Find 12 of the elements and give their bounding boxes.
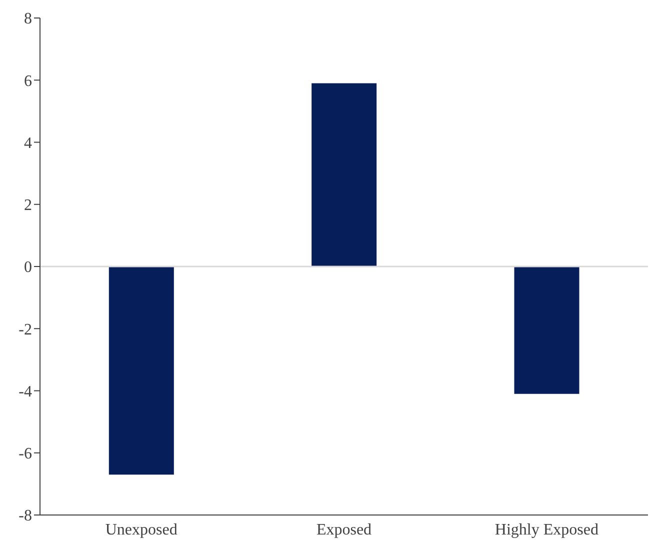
- y-tick-label: 2: [24, 197, 32, 214]
- y-tick-label: 4: [24, 134, 32, 152]
- y-tick-label: 8: [24, 10, 32, 28]
- y-tick-label: -6: [18, 446, 32, 463]
- x-tick-label: Unexposed: [105, 521, 178, 538]
- y-tick-label: -2: [18, 321, 32, 338]
- y-tick-label: 6: [24, 72, 32, 90]
- x-tick-label: Highly Exposed: [494, 521, 598, 538]
- x-tick-label: Exposed: [316, 521, 372, 538]
- y-tick-label: 0: [24, 259, 32, 276]
- y-tick-label: -8: [18, 508, 32, 525]
- y-tick-label: -4: [18, 383, 32, 400]
